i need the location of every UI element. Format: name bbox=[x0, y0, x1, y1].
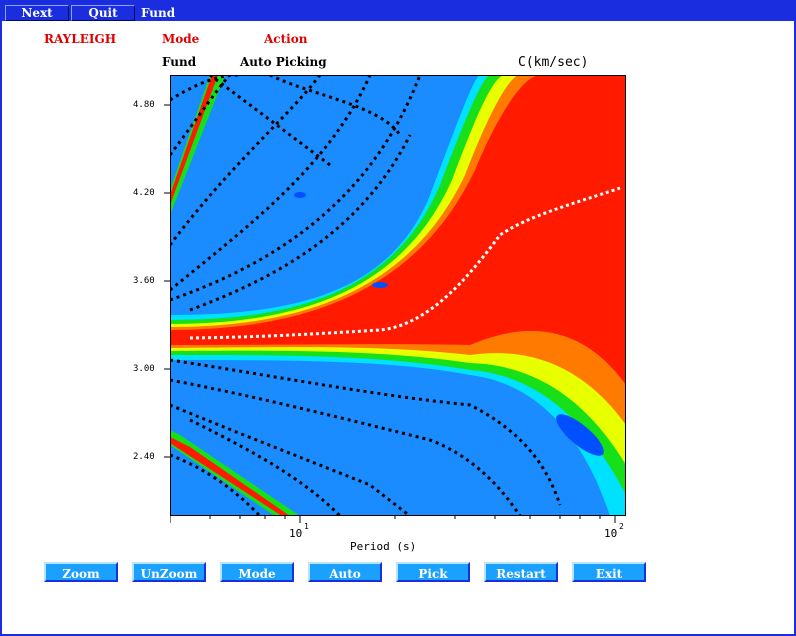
contour-band-upper-red bbox=[170, 75, 218, 205]
contour-band-lower-red bbox=[170, 437, 290, 516]
mode-button[interactable]: Mode bbox=[220, 562, 294, 582]
quit-button[interactable]: Quit bbox=[71, 5, 135, 21]
contour-patch bbox=[294, 192, 306, 198]
y-ticks bbox=[164, 104, 170, 458]
dispersion-plot[interactable] bbox=[170, 75, 626, 516]
action-heading: Action bbox=[264, 32, 308, 46]
y-tick-label: 4.20 bbox=[133, 188, 155, 198]
y-tick-label: 4.80 bbox=[133, 100, 155, 110]
mode-heading: Mode bbox=[162, 32, 200, 46]
x-tick-exponent: 1 bbox=[304, 522, 309, 531]
zoom-button[interactable]: Zoom bbox=[44, 562, 118, 582]
x-tick-exponent: 2 bbox=[619, 522, 624, 531]
plot-border bbox=[170, 75, 626, 516]
units-label: C(km/sec) bbox=[518, 55, 589, 70]
wave-type-label: RAYLEIGH bbox=[44, 32, 117, 46]
contour-patch bbox=[556, 414, 604, 456]
unzoom-button[interactable]: UnZoom bbox=[132, 562, 206, 582]
pick-button[interactable]: Pick bbox=[396, 562, 470, 582]
menu-bar: Next Quit Fund bbox=[2, 2, 794, 21]
contour-band-upper bbox=[170, 75, 225, 215]
action-value: Auto Picking bbox=[240, 55, 327, 69]
contour-red bbox=[170, 75, 626, 385]
auto-button[interactable]: Auto bbox=[308, 562, 382, 582]
exit-button[interactable]: Exit bbox=[572, 562, 646, 582]
menu-title: Fund bbox=[141, 6, 176, 20]
contour-band-lower bbox=[170, 430, 300, 516]
mode-value: Fund bbox=[162, 55, 197, 69]
contour-patch bbox=[372, 282, 388, 288]
x-ticks bbox=[170, 515, 616, 523]
picked-points-white bbox=[189, 186, 621, 340]
y-tick-label: 3.60 bbox=[133, 276, 155, 286]
x-tick-label: 10 bbox=[604, 527, 618, 540]
x-axis-label: Period (s) bbox=[350, 540, 417, 553]
y-tick-label: 3.00 bbox=[133, 364, 155, 374]
restart-button[interactable]: Restart bbox=[484, 562, 558, 582]
x-tick-label: 10 bbox=[289, 527, 303, 540]
y-tick-label: 2.40 bbox=[133, 452, 155, 462]
next-button[interactable]: Next bbox=[5, 5, 69, 21]
